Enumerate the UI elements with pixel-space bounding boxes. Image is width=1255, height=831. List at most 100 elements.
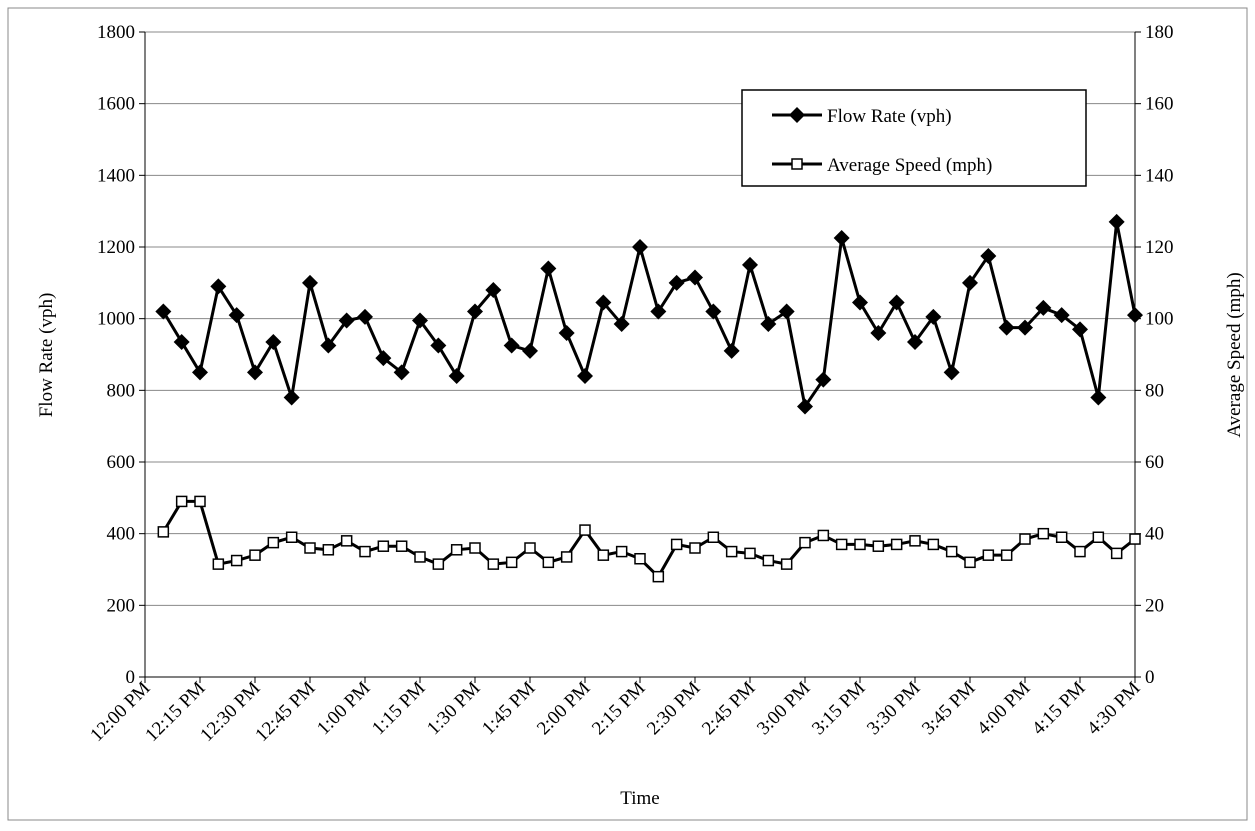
y-tick-label: 600	[107, 452, 136, 473]
x-tick-label: 12:00 PM	[86, 678, 154, 746]
data-point	[448, 368, 465, 384]
legend-marker	[789, 107, 805, 123]
y2-tick-label: 120	[1145, 237, 1174, 258]
data-point	[1127, 307, 1143, 324]
data-point	[652, 570, 665, 583]
y-tick-label: 400	[107, 524, 136, 545]
data-point	[1092, 531, 1105, 543]
y-tick-label: 200	[107, 595, 136, 616]
legend-label: Flow Rate (vph)	[827, 106, 952, 127]
data-point	[872, 540, 885, 552]
data-point	[414, 551, 426, 563]
data-point	[964, 556, 976, 569]
x-tick-label: 3:00 PM	[753, 678, 815, 740]
data-point	[760, 316, 777, 333]
data-point	[560, 551, 573, 563]
data-point	[322, 544, 335, 556]
data-point	[962, 274, 978, 291]
data-point	[503, 337, 520, 354]
data-point	[285, 531, 298, 543]
data-point	[943, 364, 960, 381]
data-point	[304, 542, 316, 554]
x-tick-label: 12:15 PM	[141, 678, 209, 746]
chart-border	[7, 7, 1248, 821]
data-point	[485, 282, 502, 298]
data-point	[1108, 213, 1125, 230]
data-point	[173, 333, 190, 350]
data-point	[155, 303, 172, 320]
x-tick-label: 4:15 PM	[1028, 678, 1090, 740]
x-tick-label: 2:45 PM	[698, 678, 760, 740]
data-point	[852, 294, 868, 311]
data-point	[613, 316, 630, 333]
x-axis-title: Time	[620, 788, 659, 809]
data-point	[670, 538, 683, 551]
data-point	[982, 549, 995, 561]
x-tick-label: 1:30 PM	[423, 678, 485, 740]
data-point	[338, 312, 355, 329]
data-point	[430, 337, 447, 354]
data-point	[980, 247, 997, 264]
data-point	[597, 549, 610, 561]
data-point	[1074, 545, 1086, 558]
data-point	[1090, 389, 1107, 406]
y2-axis-title: Average Speed (mph)	[1224, 272, 1245, 437]
data-point	[780, 558, 793, 570]
data-point	[799, 536, 811, 549]
data-point	[395, 540, 408, 552]
data-point	[707, 531, 720, 543]
x-tick-label: 1:45 PM	[478, 678, 540, 740]
data-point	[797, 398, 813, 415]
x-tick-label: 2:00 PM	[533, 678, 595, 740]
data-point	[469, 542, 481, 554]
data-point	[265, 333, 282, 350]
data-point	[1129, 533, 1141, 545]
data-point	[194, 495, 206, 508]
data-point	[228, 307, 245, 324]
data-point	[689, 542, 701, 554]
data-point	[927, 538, 940, 551]
data-point	[522, 342, 538, 359]
data-point	[650, 303, 667, 320]
data-point	[1019, 533, 1031, 545]
y2-tick-label: 160	[1145, 94, 1174, 115]
data-point	[249, 549, 261, 561]
x-tick-label: 2:15 PM	[588, 678, 650, 740]
data-point	[192, 364, 208, 381]
y2-tick-label: 180	[1145, 22, 1174, 43]
data-point	[998, 319, 1015, 336]
data-point	[1037, 527, 1050, 540]
data-point	[925, 308, 942, 325]
data-point	[744, 547, 756, 560]
y-tick-label: 1000	[97, 309, 135, 330]
data-point	[340, 535, 353, 547]
data-point	[487, 558, 500, 570]
data-point	[778, 303, 795, 320]
data-point	[283, 389, 300, 406]
data-point	[870, 325, 887, 341]
data-point	[579, 524, 591, 536]
data-point	[375, 350, 392, 367]
data-point	[1017, 319, 1033, 336]
data-point	[632, 239, 648, 255]
data-point	[175, 495, 188, 508]
data-point	[815, 371, 832, 388]
y-tick-label: 0	[126, 667, 136, 688]
data-point	[210, 278, 227, 295]
y2-tick-label: 80	[1145, 380, 1164, 401]
data-point	[359, 545, 371, 558]
data-point	[357, 308, 373, 325]
data-point	[742, 256, 758, 273]
data-point	[393, 364, 410, 381]
data-point	[835, 538, 848, 551]
data-point	[1000, 549, 1013, 561]
x-tick-label: 12:45 PM	[251, 678, 319, 746]
data-point	[432, 558, 445, 570]
data-point	[888, 294, 905, 311]
data-point	[542, 556, 555, 569]
data-point	[668, 274, 685, 291]
data-point	[615, 545, 628, 558]
x-tick-label: 3:30 PM	[863, 678, 925, 740]
data-point	[817, 529, 830, 542]
